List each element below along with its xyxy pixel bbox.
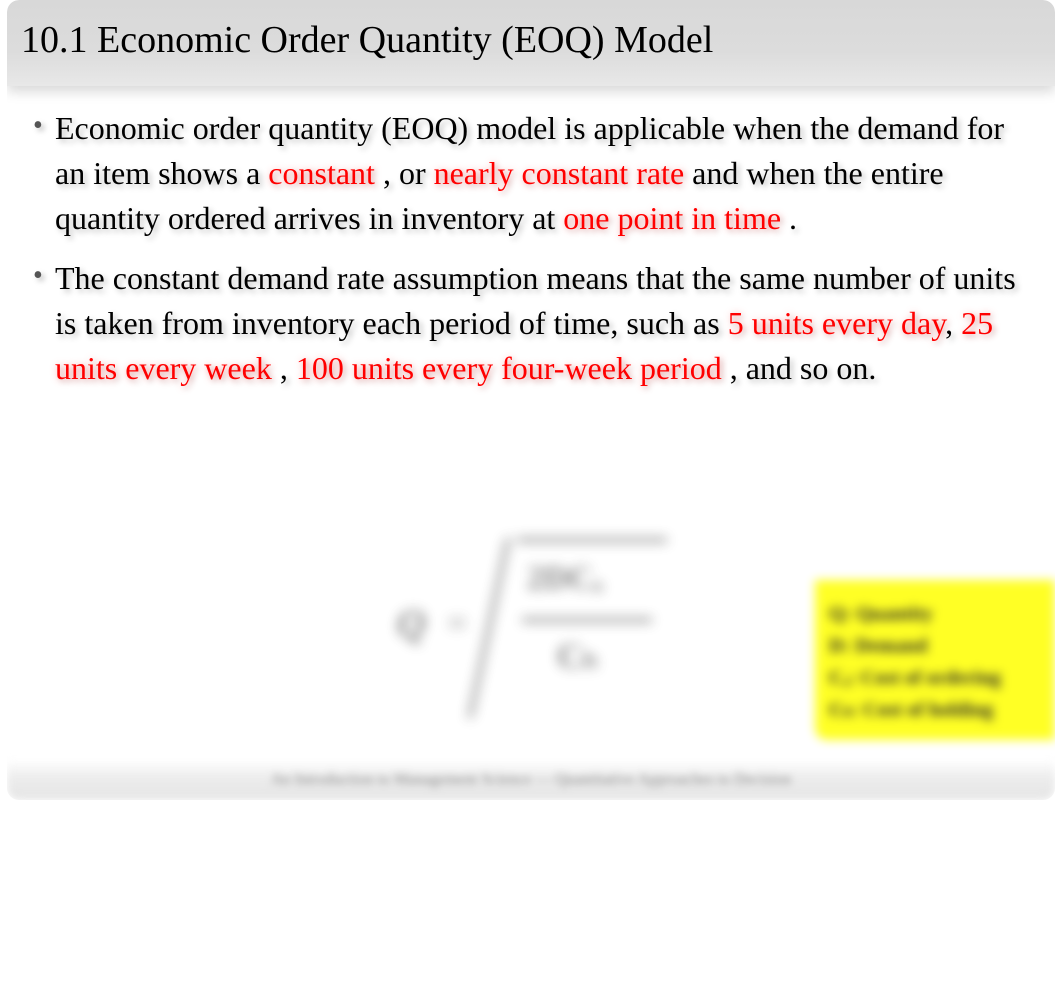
body-text: , [272,350,296,386]
legend-line: Cₒ: Cost of ordering [829,662,1041,694]
legend-line: D: Demand [829,630,1041,662]
bullet-item: The constant demand rate assumption mean… [27,256,1025,390]
formula-lhs: Q [397,600,426,647]
legend-line: Cₕ: Cost of holding [829,694,1041,726]
footer-bar: An Introduction to Management Science — … [7,760,1055,800]
slide-container: 10.1 Economic Order Quantity (EOQ) Model… [7,0,1055,800]
eoq-formula: Q = 2DCₒ Cₕ [387,530,687,730]
body-text: , [945,305,961,341]
slide-body: Economic order quantity (EOQ) model is a… [7,86,1055,391]
highlight-text: nearly constant rate [434,155,693,191]
bullet-item: Economic order quantity (EOQ) model is a… [27,106,1025,240]
formula-denominator: Cₕ [557,635,598,677]
highlight-text: 100 units every four-week period [296,350,730,386]
body-text: , and so on. [730,350,877,386]
legend-box: Q: Quantity D: Demand Cₒ: Cost of orderi… [815,580,1055,740]
highlight-text: 5 units every day [728,305,945,341]
formula-equals: = [447,602,467,644]
bullet-list: Economic order quantity (EOQ) model is a… [27,106,1025,391]
highlight-text: one point in time [563,200,789,236]
slide-title: 10.1 Economic Order Quantity (EOQ) Model [21,18,1041,62]
body-text: . [789,200,797,236]
fraction-bar-icon [522,618,652,622]
body-text: , or [383,155,434,191]
title-bar: 10.1 Economic Order Quantity (EOQ) Model [7,0,1055,86]
highlight-text: constant [268,155,383,191]
formula-numerator: 2DCₒ [527,560,603,598]
footer-text: An Introduction to Management Science — … [271,771,791,788]
legend-line: Q: Quantity [829,598,1041,630]
